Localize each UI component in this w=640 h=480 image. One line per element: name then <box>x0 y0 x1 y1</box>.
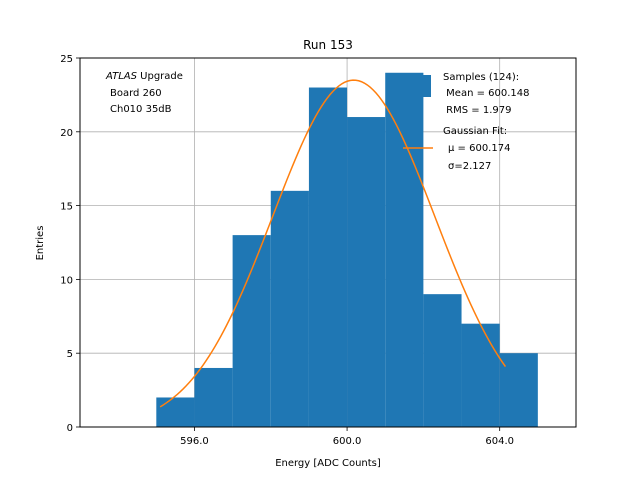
legend-fit-sigma: σ=2.127 <box>448 161 491 172</box>
x-axis-label: Energy [ADC Counts] <box>275 458 381 469</box>
legend-samples-mean: Mean = 600.148 <box>443 88 530 99</box>
plot-frame <box>79 57 577 428</box>
y-axis-ticks: 0 5 10 15 20 25 <box>60 54 80 434</box>
histogram-bar <box>308 87 348 428</box>
histogram-bar <box>194 367 233 427</box>
y-tick-label: 25 <box>60 54 73 65</box>
legend: Samples (124): Mean = 600.148 RMS = 1.97… <box>403 72 530 172</box>
y-tick-label: 5 <box>67 349 73 360</box>
x-axis-ticks: 596.0 600.0 604.0 <box>180 427 514 447</box>
chart-title: Run 153 <box>303 38 353 52</box>
histogram-bar <box>499 353 538 427</box>
annotation-upgrade: Upgrade <box>137 71 183 82</box>
x-tick-label: 604.0 <box>485 436 514 447</box>
histogram-bar <box>461 323 500 427</box>
legend-fit-mu: μ = 600.174 <box>448 143 510 154</box>
gaussian-fit-curve <box>159 79 507 408</box>
annotation-atlas: ATLAS <box>105 71 138 82</box>
histogram-bars <box>156 72 538 428</box>
histogram-bar <box>232 235 271 427</box>
legend-samples-rms: RMS = 1.979 <box>443 105 511 116</box>
annotation-channel: Ch010 35dB <box>110 104 172 115</box>
y-tick-label: 10 <box>60 275 73 286</box>
histogram-bar <box>347 117 386 427</box>
y-axis-label: Entries <box>35 226 46 261</box>
legend-samples-swatch <box>403 75 431 97</box>
histogram-bar <box>270 190 309 427</box>
histogram-bar <box>156 397 195 427</box>
legend-samples-title: Samples (124): <box>443 72 519 83</box>
y-tick-label: 0 <box>67 423 73 434</box>
annotation-board: Board 260 <box>110 88 162 99</box>
histogram-bar <box>385 72 424 427</box>
annotation-line-1: ATLAS Upgrade <box>105 71 183 82</box>
legend-fit-title: Gaussian Fit: <box>443 126 507 137</box>
y-tick-label: 20 <box>60 128 73 139</box>
histogram-bar <box>423 294 462 427</box>
fit-curve-group <box>159 79 507 408</box>
x-tick-label: 596.0 <box>180 436 209 447</box>
x-tick-label: 600.0 <box>333 436 362 447</box>
y-tick-label: 15 <box>60 202 73 213</box>
